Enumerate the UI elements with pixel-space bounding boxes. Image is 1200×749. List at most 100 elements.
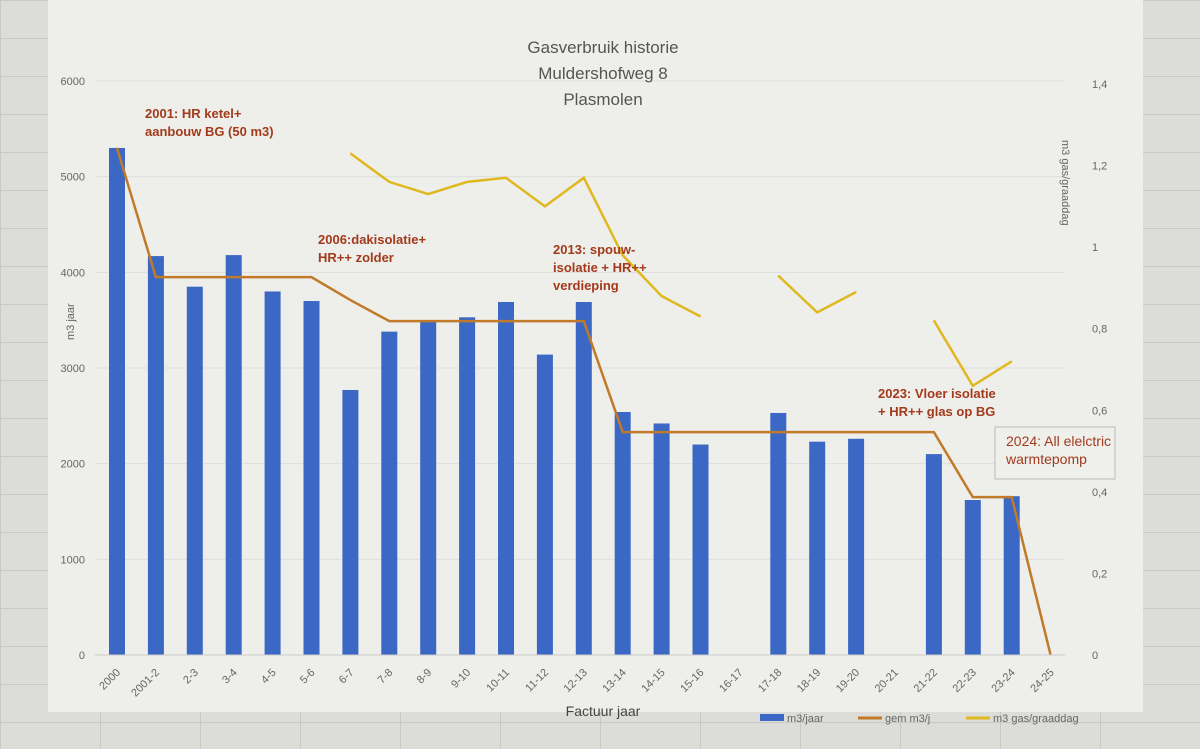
- legend-label: gem m3/j: [885, 713, 930, 725]
- bar-15-16: [692, 444, 709, 655]
- point-22-23: [972, 496, 974, 498]
- chart-title: Plasmolen: [563, 90, 642, 109]
- point-17-18: [777, 275, 779, 277]
- bar-11-12: [536, 354, 553, 655]
- y2-tick-label: 1,4: [1092, 79, 1107, 91]
- point-10-11: [505, 320, 507, 322]
- point-9-10: [466, 320, 468, 322]
- bar-13-14: [614, 412, 631, 655]
- y2-tick-label: 0,6: [1092, 405, 1107, 417]
- point-23-24: [1011, 360, 1013, 362]
- point-5-6: [311, 276, 312, 278]
- y2-axis-label: m3 gas/graaddag: [1059, 140, 1071, 226]
- x-tick-label: 19-20: [834, 667, 862, 695]
- point-13-14: [622, 254, 624, 256]
- x-axis-label: Factuur jaar: [566, 703, 641, 719]
- y2-tick-label: 0,4: [1092, 487, 1107, 499]
- point-11-12: [544, 320, 546, 322]
- bar-14-15: [653, 423, 670, 655]
- point-21-22: [933, 431, 935, 433]
- annotation-text: aanbouw BG (50 m3): [145, 124, 274, 139]
- point-18-19: [816, 431, 818, 433]
- point-8-9: [427, 193, 429, 195]
- point-2001-2: [155, 276, 157, 278]
- point-21-22: [933, 320, 935, 322]
- annotation-text: isolatie + HR++: [553, 260, 647, 275]
- point-23-24: [1011, 496, 1013, 498]
- y-tick-label: 2000: [61, 459, 85, 471]
- x-tick-label: 4-5: [259, 667, 279, 687]
- point-12-13: [583, 177, 585, 179]
- x-tick-label: 23-24: [989, 667, 1017, 695]
- point-11-12: [544, 205, 546, 207]
- point-6-7: [349, 152, 351, 154]
- chart-title: Gasverbruik historie: [527, 38, 678, 57]
- point-10-11: [505, 177, 507, 179]
- x-tick-label: 10-11: [484, 667, 512, 695]
- legend-label: m3/jaar: [787, 713, 824, 725]
- point-14-15: [661, 431, 663, 433]
- bar-5-6: [303, 301, 320, 655]
- point-18-19: [816, 311, 818, 313]
- point-19-20: [855, 291, 857, 293]
- annotation-box: [994, 426, 1116, 480]
- point-22-23: [972, 385, 974, 387]
- x-tick-label: 21-22: [912, 667, 940, 695]
- bar-19-20: [848, 438, 865, 655]
- point-7-8: [388, 181, 390, 183]
- x-tick-label: 14-15: [639, 667, 667, 695]
- y2-tick-label: 1: [1092, 242, 1098, 254]
- point-2000: [116, 147, 118, 149]
- chart-title: Muldershofweg 8: [538, 64, 667, 83]
- bar-2000: [109, 147, 125, 655]
- y-axis-label: m3 jaar: [65, 303, 77, 340]
- point-19-20: [855, 431, 857, 433]
- x-tick-label: 24-25: [1028, 667, 1056, 695]
- bar-21-22: [925, 454, 942, 655]
- point-9-10: [466, 181, 468, 183]
- point-8-9: [427, 320, 429, 322]
- point-15-16: [700, 431, 701, 433]
- point-17-18: [777, 431, 779, 433]
- x-tick-label: 16-17: [717, 667, 745, 695]
- annotation-text: HR++ zolder: [318, 250, 394, 265]
- y2-tick-label: 1,2: [1092, 161, 1107, 173]
- y2-tick-label: 0,2: [1092, 568, 1107, 580]
- x-tick-label: 9-10: [449, 667, 473, 691]
- annotation-text: verdieping: [553, 278, 619, 293]
- y-tick-label: 3000: [61, 363, 85, 375]
- y-tick-label: 1000: [61, 554, 85, 566]
- bar-7-8: [381, 331, 398, 655]
- bar-9-10: [459, 317, 476, 655]
- bar-8-9: [420, 320, 437, 655]
- point-7-8: [388, 320, 390, 322]
- annotation-text: 2006:dakisolatie+: [318, 232, 426, 247]
- y-tick-label: 4000: [61, 267, 85, 279]
- point-6-7: [349, 299, 351, 301]
- x-tick-label: 2000: [97, 667, 123, 693]
- point-12-13: [583, 320, 585, 322]
- annotation-text: 2023: Vloer isolatie: [878, 386, 996, 401]
- y-tick-label: 6000: [61, 76, 85, 88]
- x-tick-label: 3-4: [220, 667, 240, 687]
- bar-4-5: [264, 291, 281, 655]
- x-tick-label: 22-23: [951, 667, 979, 695]
- annotation-text: 2013: spouw-: [553, 242, 635, 257]
- x-tick-label: 6-7: [337, 667, 357, 687]
- bar-12-13: [575, 301, 592, 655]
- annotation-text: 2024: All elelctric: [1006, 433, 1111, 449]
- x-tick-label: 2-3: [181, 667, 201, 687]
- x-tick-label: 11-12: [523, 667, 551, 695]
- bar-23-24: [1003, 496, 1020, 655]
- point-15-16: [700, 315, 701, 317]
- line-m3-gas-graaddag: [349, 152, 1013, 388]
- bar-2-3: [186, 286, 203, 655]
- bar-17-18: [770, 412, 787, 655]
- point-4-5: [272, 276, 274, 278]
- point-3-4: [233, 276, 235, 278]
- bar-22-23: [964, 500, 981, 655]
- x-tick-label: 18-19: [795, 667, 823, 695]
- legend-swatch: [760, 714, 784, 721]
- x-tick-label: 20-21: [873, 667, 901, 695]
